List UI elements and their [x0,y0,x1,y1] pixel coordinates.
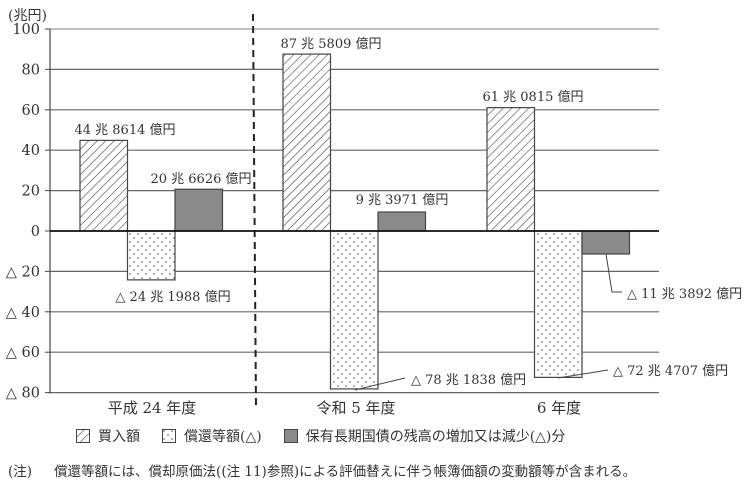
svg-text:61 兆 0815 億円: 61 兆 0815 億円 [482,89,583,105]
svg-text:44 兆 8614 億円: 44 兆 8614 億円 [74,122,175,138]
data-labels: 44 兆 8614 億円 87 兆 5809 億円 61 兆 0815 億円 △ 24… [74,36,742,391]
svg-text:6 年度: 6 年度 [537,399,581,417]
legend-label: 保有長期国債の残高の増加又は減少(△)分 [305,429,566,445]
svg-text:令和 5 年度: 令和 5 年度 [316,399,395,417]
svg-text:(兆円): (兆円) [8,8,47,24]
svg-text:20: 20 [22,184,40,200]
footnote: (注) 償還等額には、償却原価法((注 11)参照)による評価替えに伴う帳簿価額の… [8,460,636,480]
svg-text:0: 0 [31,224,40,240]
svg-text:20 兆 6626 億円: 20 兆 6626 億円 [150,171,251,187]
svg-text:△ 72 兆 4707 億円: △ 72 兆 4707 億円 [613,363,728,379]
svg-text:100: 100 [12,22,40,38]
footnote-text: 償還等額には、償却原価法((注 11)参照)による評価替えに伴う帳簿価額の変動額… [54,464,637,480]
svg-text:60: 60 [22,103,40,119]
hatched-swatch-icon [76,429,90,443]
dotted-swatch-icon [162,429,176,443]
legend-item-purchase: 買入額 [76,426,140,446]
legend-label: 買入額 [98,429,140,445]
svg-text:平成 24 年度: 平成 24 年度 [108,399,197,417]
svg-text:40: 40 [22,143,40,159]
svg-text:△ 80: △ 80 [6,386,40,402]
svg-text:87 兆 5809 億円: 87 兆 5809 億円 [280,36,381,52]
svg-text:9 兆 3971 億円: 9 兆 3971 億円 [356,192,449,208]
legend-item-balance-change: 保有長期国債の残高の増加又は減少(△)分 [283,426,566,446]
footnote-tag: (注) [8,464,33,480]
legend: 買入額 償還等額(△) 保有長期国債の残高の増加又は減少(△)分 [76,426,587,446]
svg-text:△ 60: △ 60 [6,345,40,361]
svg-text:△ 20: △ 20 [6,264,40,280]
bar-chart: 100 80 60 40 20 0 △ 20 △ 40 △ 60 △ 80 (兆円) 44 兆 86… [6,8,742,417]
y-axis: 100 80 60 40 20 0 △ 20 △ 40 △ 60 △ 80 (兆円) [6,8,51,402]
svg-text:△ 11 兆 3892 億円: △ 11 兆 3892 億円 [627,286,742,302]
svg-text:△ 24 兆 1988 億円: △ 24 兆 1988 億円 [115,289,230,305]
legend-item-redemption: 償還等額(△) [162,426,262,446]
bars [50,53,659,390]
svg-text:80: 80 [22,62,40,78]
svg-text:△ 40: △ 40 [6,305,40,321]
gray-swatch-icon [283,429,298,443]
svg-text:△ 78 兆 1838 億円: △ 78 兆 1838 億円 [411,372,526,388]
x-axis-labels: 平成 24 年度 令和 5 年度 6 年度 [108,399,581,417]
legend-label: 償還等額(△) [184,429,262,445]
